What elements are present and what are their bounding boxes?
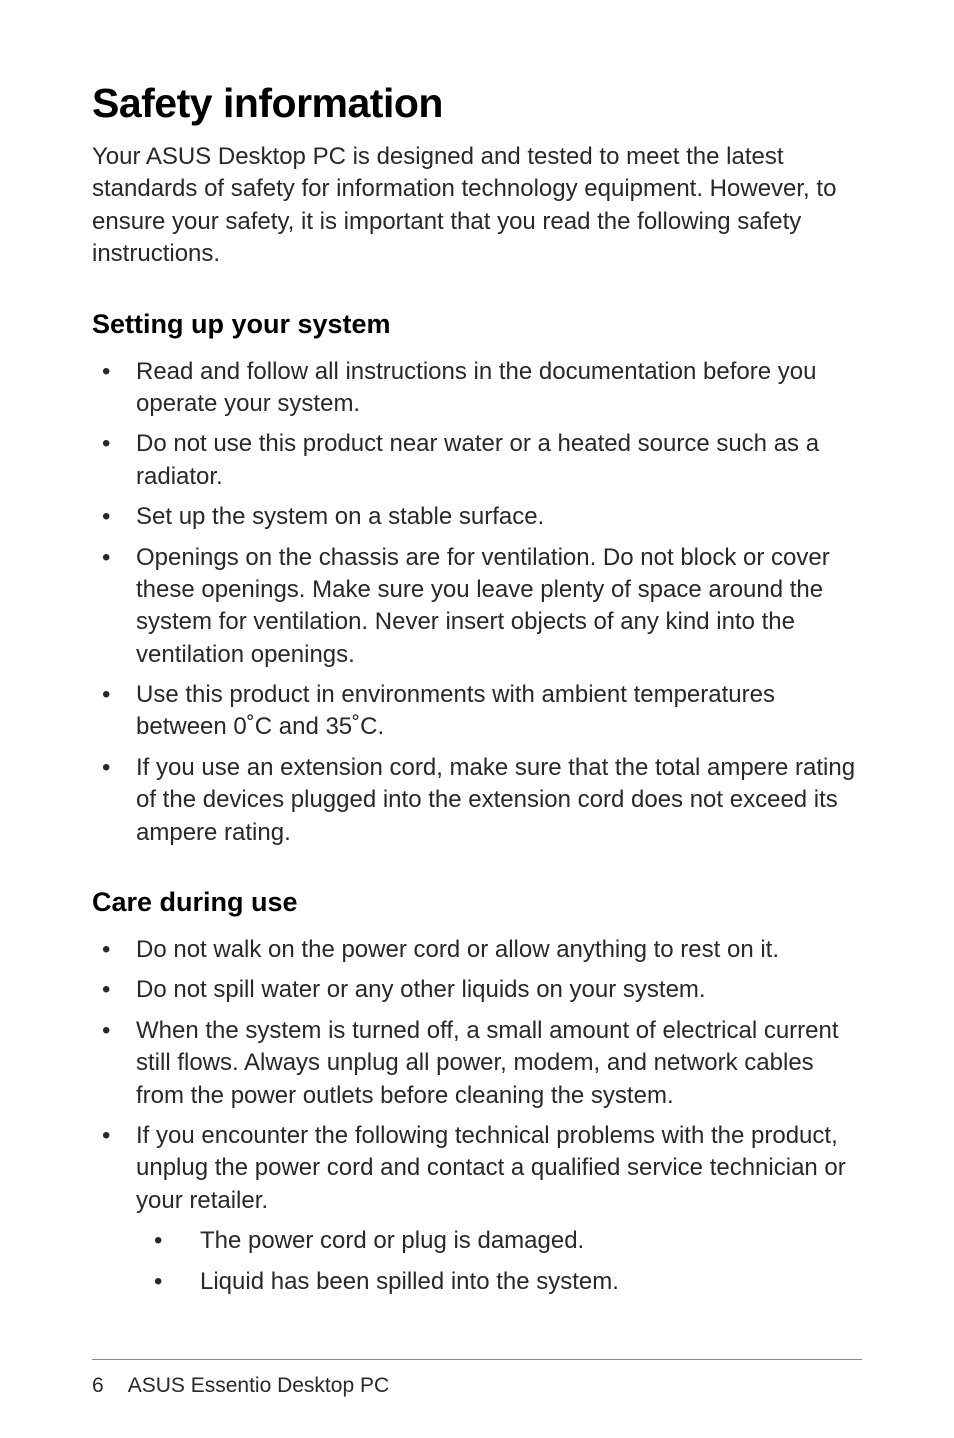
page-footer: 6 ASUS Essentio Desktop PC [92, 1359, 862, 1398]
list-item: Do not spill water or any other liquids … [92, 974, 862, 1006]
list-item: Do not use this product near water or a … [92, 428, 862, 493]
section2-sublist: The power cord or plug is damaged. Liqui… [136, 1225, 862, 1298]
page-title: Safety information [92, 80, 862, 127]
section1-list: Read and follow all instructions in the … [92, 356, 862, 849]
list-item: Openings on the chassis are for ventilat… [92, 542, 862, 672]
list-item-text: If you encounter the following technical… [136, 1122, 846, 1214]
footer-label: ASUS Essentio Desktop PC [128, 1374, 389, 1397]
list-item: The power cord or plug is damaged. [136, 1225, 862, 1257]
list-item: Set up the system on a stable surface. [92, 501, 862, 533]
intro-paragraph: Your ASUS Desktop PC is designed and tes… [92, 141, 862, 271]
section2-heading: Care during use [92, 887, 862, 918]
list-item: Read and follow all instructions in the … [92, 356, 862, 421]
page-number: 6 [92, 1374, 104, 1398]
section2-list: Do not walk on the power cord or allow a… [92, 934, 862, 1298]
list-item: If you use an extension cord, make sure … [92, 752, 862, 849]
list-item: Liquid has been spilled into the system. [136, 1266, 862, 1298]
list-item: Use this product in environments with am… [92, 679, 862, 744]
list-item: Do not walk on the power cord or allow a… [92, 934, 862, 966]
list-item: When the system is turned off, a small a… [92, 1015, 862, 1112]
section1-heading: Setting up your system [92, 309, 862, 340]
list-item: If you encounter the following technical… [92, 1120, 862, 1298]
